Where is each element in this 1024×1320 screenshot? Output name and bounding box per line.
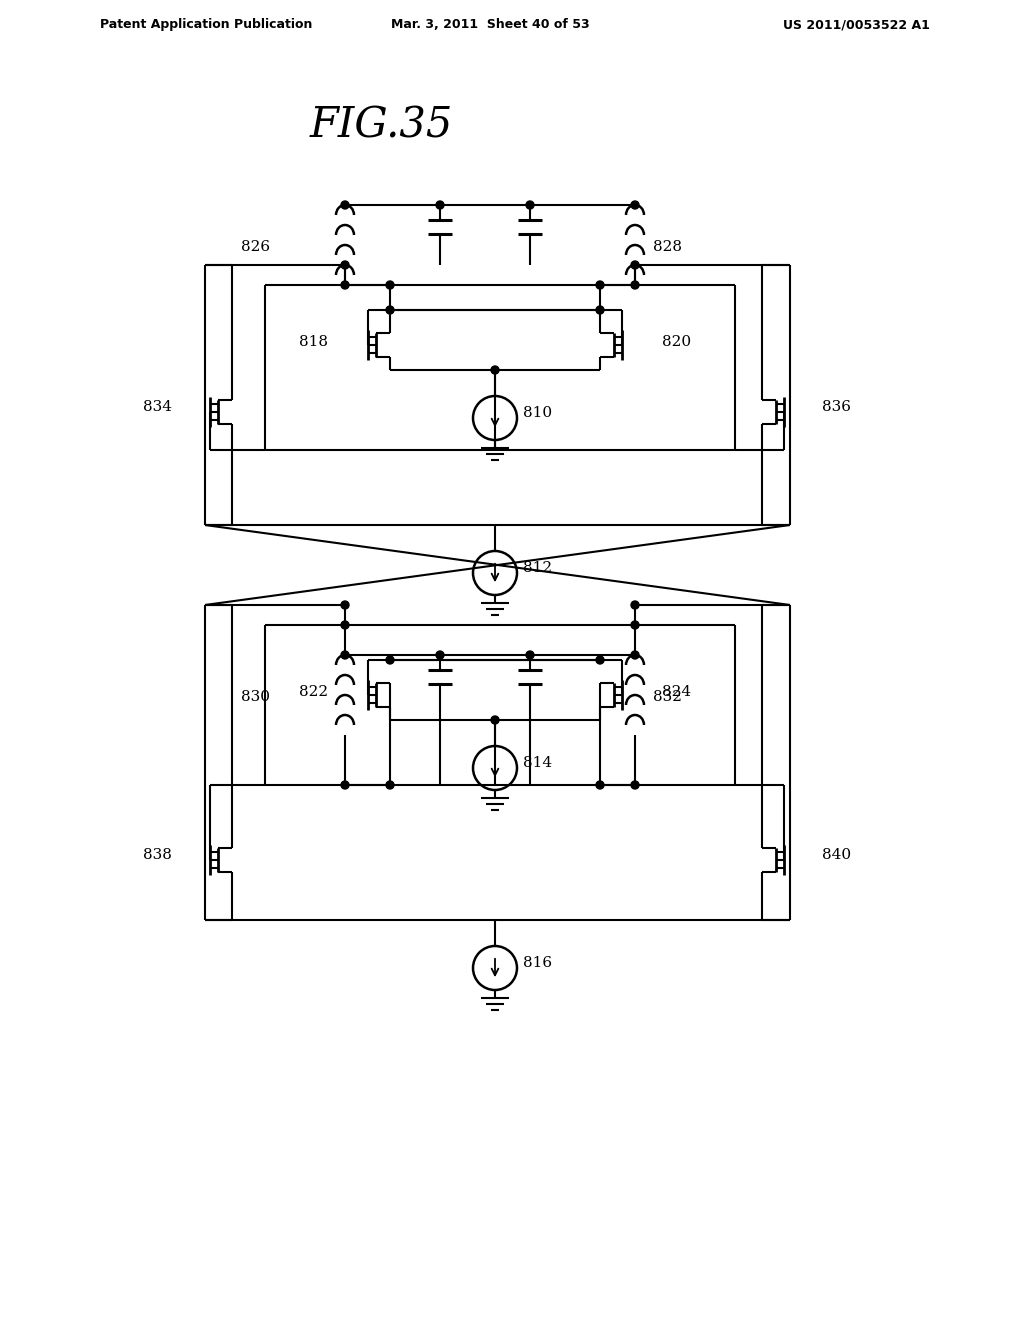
Text: 828: 828 (653, 240, 682, 253)
Circle shape (596, 781, 604, 789)
Text: 826: 826 (241, 240, 270, 253)
Text: 840: 840 (822, 847, 851, 862)
Circle shape (341, 261, 349, 269)
Text: 814: 814 (523, 756, 552, 770)
Circle shape (341, 601, 349, 609)
Text: 832: 832 (653, 690, 682, 704)
Circle shape (386, 281, 394, 289)
Text: 834: 834 (143, 400, 172, 414)
Text: 824: 824 (662, 685, 691, 700)
Circle shape (631, 281, 639, 289)
Text: FIG.35: FIG.35 (310, 106, 454, 147)
Circle shape (596, 306, 604, 314)
Circle shape (490, 366, 499, 374)
Circle shape (341, 281, 349, 289)
Text: 816: 816 (523, 956, 552, 970)
Text: Patent Application Publication: Patent Application Publication (100, 18, 312, 30)
Circle shape (631, 620, 639, 630)
Circle shape (341, 651, 349, 659)
Circle shape (341, 620, 349, 630)
Circle shape (631, 261, 639, 269)
Circle shape (436, 651, 444, 659)
Circle shape (386, 781, 394, 789)
Circle shape (596, 281, 604, 289)
Text: 820: 820 (662, 335, 691, 348)
Text: 822: 822 (299, 685, 328, 700)
Circle shape (341, 201, 349, 209)
Circle shape (436, 201, 444, 209)
Text: 818: 818 (299, 335, 328, 348)
Circle shape (490, 715, 499, 723)
Circle shape (631, 201, 639, 209)
Circle shape (631, 781, 639, 789)
Text: 836: 836 (822, 400, 851, 414)
Circle shape (596, 656, 604, 664)
Text: US 2011/0053522 A1: US 2011/0053522 A1 (783, 18, 930, 30)
Text: 810: 810 (523, 407, 552, 420)
Text: Mar. 3, 2011  Sheet 40 of 53: Mar. 3, 2011 Sheet 40 of 53 (391, 18, 590, 30)
Text: 830: 830 (241, 690, 270, 704)
Circle shape (526, 651, 534, 659)
Circle shape (341, 781, 349, 789)
Circle shape (631, 651, 639, 659)
Circle shape (386, 306, 394, 314)
Circle shape (631, 601, 639, 609)
Text: 838: 838 (143, 847, 172, 862)
Circle shape (526, 201, 534, 209)
Text: 812: 812 (523, 561, 552, 576)
Circle shape (386, 656, 394, 664)
